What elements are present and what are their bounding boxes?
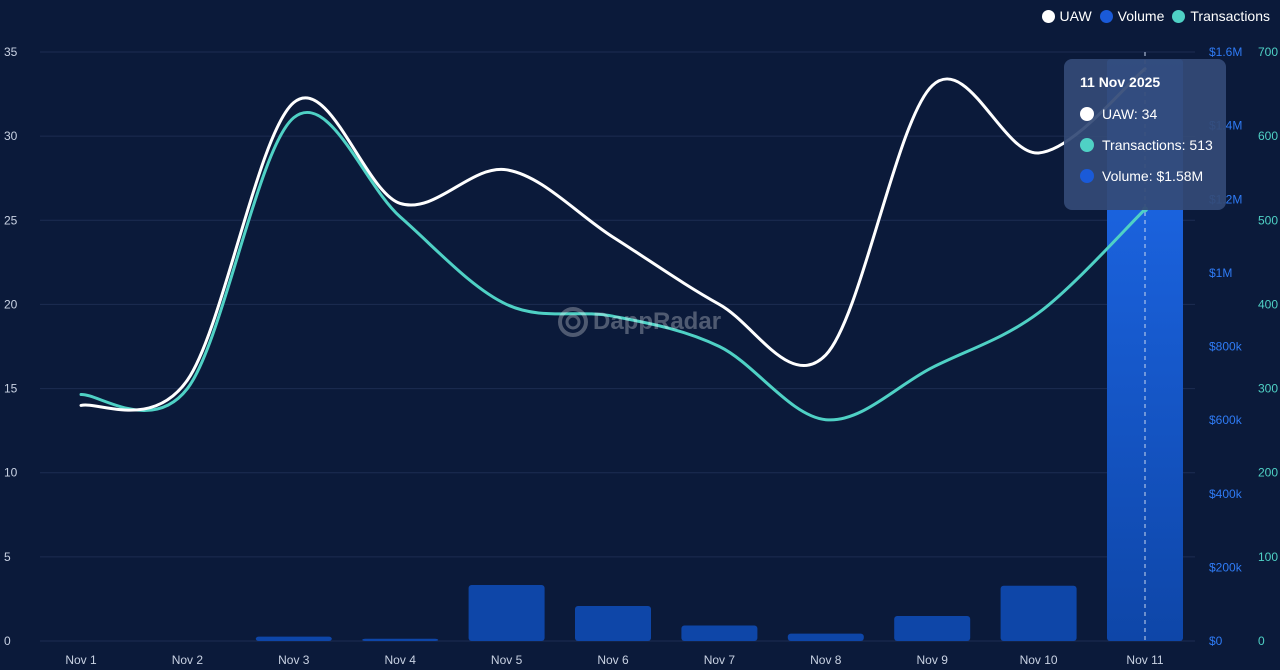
left-axis-tick-label: 10	[4, 466, 18, 480]
legend-dot-uaw-icon	[1041, 9, 1055, 23]
volume-axis-tick-label: $0	[1209, 634, 1223, 648]
volume-bar	[362, 638, 439, 641]
left-axis-tick-label: 25	[4, 213, 18, 227]
legend-label-transactions: Transactions	[1190, 8, 1270, 24]
x-axis-tick-label: Nov 5	[491, 653, 523, 667]
uaw-line	[79, 67, 1147, 412]
x-axis-tick-label: Nov 10	[1020, 653, 1058, 667]
x-axis-tick-label: Nov 11	[1126, 653, 1163, 667]
x-axis-tick-label: Nov 3	[278, 653, 310, 667]
tooltip-dot-uaw-icon	[1080, 107, 1094, 121]
transactions-axis-tick-label: 400	[1258, 297, 1278, 311]
dappradar-logo-icon	[558, 307, 588, 337]
transactions-axis-tick-label: 0	[1258, 634, 1265, 648]
tooltip-volume-value: $1.58M	[1156, 168, 1204, 184]
volume-axis-tick-label: $400k	[1209, 487, 1243, 501]
transactions-axis-tick-label: 500	[1258, 213, 1278, 227]
tooltip-uaw-value: 34	[1141, 106, 1158, 122]
x-axis-tick-label: Nov 8	[810, 653, 842, 667]
left-axis-tick-label: 0	[4, 634, 11, 648]
axes: 0 5 10 15 20 25 30 35 $0 $200k $400k $600k $800k $1M $…	[4, 45, 1278, 667]
x-axis-tick-label: Nov 4	[385, 653, 417, 667]
series-lines	[79, 52, 1148, 641]
tooltip-row-uaw: UAW34	[1080, 106, 1210, 122]
volume-bar	[787, 633, 864, 641]
tooltip-date: 11 Nov 2025	[1080, 74, 1161, 90]
tooltip-dot-transactions-icon	[1080, 138, 1094, 152]
left-axis-tick-label: 5	[4, 550, 11, 564]
tooltip-uaw-label: UAW	[1102, 106, 1142, 122]
tooltip-transactions-value: 513	[1189, 137, 1213, 153]
volume-axis-tick-label: $200k	[1209, 560, 1243, 574]
left-axis-tick-label: 35	[4, 45, 18, 59]
legend-item-uaw[interactable]: UAW	[1041, 8, 1092, 24]
tooltip: 11 Nov 2025 UAW34 Transactions513 Volume…	[1064, 59, 1226, 210]
tooltip-volume-label: Volume	[1102, 168, 1156, 184]
volume-axis-tick-label: $800k	[1209, 340, 1243, 354]
volume-bar	[894, 615, 971, 641]
watermark: DappRadar	[557, 306, 721, 338]
transactions-axis-tick-label: 200	[1258, 466, 1278, 480]
legend-dot-transactions-icon	[1172, 9, 1186, 23]
volume-axis-tick-label: $600k	[1209, 413, 1243, 427]
left-axis-tick-label: 20	[4, 297, 18, 311]
x-axis-tick-label: Nov 9	[917, 653, 949, 667]
volume-bar	[468, 585, 545, 641]
grid-lines	[40, 51, 1195, 642]
volume-axis-tick-label: $1M	[1209, 266, 1232, 280]
legend-dot-volume-icon	[1099, 9, 1113, 23]
transactions-axis-tick-label: 600	[1258, 129, 1278, 143]
legend-item-transactions[interactable]: Transactions	[1172, 8, 1270, 24]
tooltip-transactions-label: Transactions	[1102, 137, 1189, 153]
transactions-axis-tick-label: 100	[1258, 550, 1278, 564]
tooltip-row-transactions: Transactions513	[1080, 137, 1213, 153]
volume-axis-tick-label: $1.6M	[1209, 45, 1242, 59]
volume-bar	[681, 625, 758, 641]
volume-bar	[575, 606, 651, 641]
volume-bars	[255, 59, 1183, 642]
transactions-line	[79, 110, 1147, 422]
x-axis-tick-label: Nov 7	[704, 653, 736, 667]
transactions-axis-tick-label: 300	[1258, 382, 1278, 396]
volume-bar	[1000, 585, 1077, 641]
x-axis-tick-label: Nov 1	[65, 653, 97, 667]
volume-bar	[255, 636, 332, 641]
tooltip-dot-volume-icon	[1080, 169, 1094, 183]
watermark-text: DappRadar	[593, 308, 722, 335]
left-axis-tick-label: 15	[4, 382, 18, 396]
legend: UAW Volume Transactions	[1041, 8, 1270, 24]
legend-label-volume: Volume	[1117, 8, 1165, 24]
legend-label-uaw: UAW	[1059, 8, 1092, 24]
left-axis-tick-label: 30	[4, 129, 18, 143]
tooltip-row-volume: Volume$1.58M	[1080, 168, 1210, 184]
legend-item-volume[interactable]: Volume	[1099, 8, 1165, 24]
x-axis-tick-label: Nov 6	[597, 653, 629, 667]
transactions-axis-tick-label: 700	[1258, 45, 1278, 59]
x-axis-tick-label: Nov 2	[172, 653, 204, 667]
